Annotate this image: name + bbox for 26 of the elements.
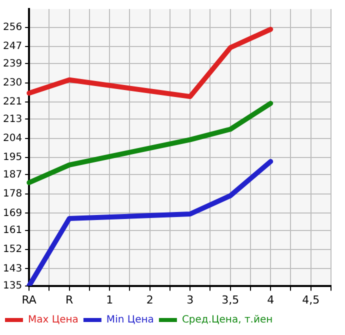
y-tick-label: 187	[2, 169, 22, 180]
x-tick-label: 3,5	[222, 293, 240, 306]
y-tick-label: 247	[2, 41, 22, 52]
y-tick-label: 152	[2, 244, 22, 256]
y-tick-label: 161	[2, 224, 22, 236]
y-tick-label: 204	[2, 133, 22, 144]
y-tick-label: 143	[2, 263, 22, 274]
x-tick-label: RA	[22, 293, 37, 306]
y-tick-label: 256	[2, 22, 22, 33]
y-tick-label: 195	[2, 152, 22, 164]
y-tick-label: 169	[2, 208, 22, 219]
x-tick-label: 2	[146, 293, 154, 306]
y-tick-label: 135	[2, 280, 22, 292]
x-tick-label: R	[66, 293, 74, 306]
legend-label: Max Цена	[28, 314, 78, 326]
y-tick-label: 239	[2, 58, 22, 70]
y-tick-label: 221	[2, 96, 22, 108]
x-tick-label: 3	[186, 293, 194, 306]
x-tick-label: 1	[106, 293, 114, 306]
x-tick-label: 4,5	[302, 293, 320, 306]
legend-label: Сред.Цена, т.йен	[182, 314, 273, 326]
legend-label: Min Цена	[106, 314, 154, 326]
x-tick-label: 4	[267, 293, 274, 306]
y-tick-label: 213	[2, 114, 22, 125]
y-tick-label: 178	[2, 188, 22, 200]
y-tick-label: 230	[2, 77, 22, 88]
